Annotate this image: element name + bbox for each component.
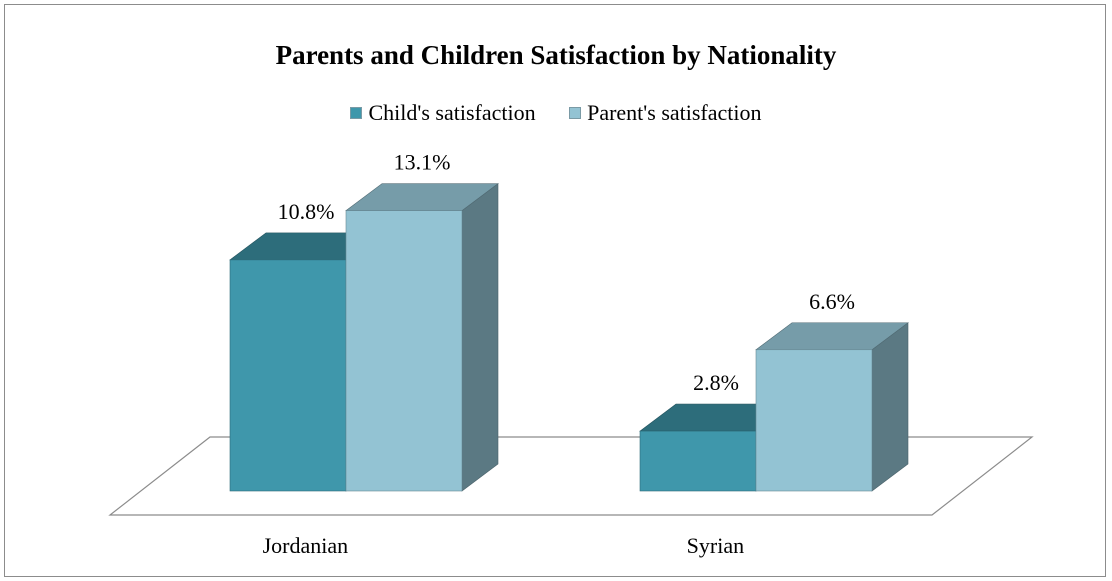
bar-syrian-child xyxy=(639,430,757,492)
bar-jordanian-parent xyxy=(345,210,463,492)
data-label-jordanian-parent: 13.1% xyxy=(394,150,451,175)
data-label-syrian-child: 2.8% xyxy=(693,370,739,395)
category-label-jordanian: Jordanian xyxy=(263,533,349,558)
legend-item-parent: Parent's satisfaction xyxy=(569,100,762,126)
chart-title: Parents and Children Satisfaction by Nat… xyxy=(275,40,837,70)
legend-swatch-child xyxy=(350,107,363,119)
legend-swatch-parent xyxy=(569,107,582,119)
bar-jordanian-parent-side xyxy=(461,183,499,492)
legend-label-parent: Parent's satisfaction xyxy=(587,100,762,125)
bar-syrian-parent-side xyxy=(871,322,909,492)
data-label-jordanian-child: 10.8% xyxy=(278,199,335,224)
legend-label-child: Child's satisfaction xyxy=(368,100,536,125)
chart-legend: Child's satisfaction Parent's satisfacti… xyxy=(0,99,1112,126)
category-label-syrian: Syrian xyxy=(687,533,744,558)
legend-item-child: Child's satisfaction xyxy=(350,100,536,126)
bar-jordanian-child xyxy=(229,259,347,492)
bar-syrian-parent xyxy=(755,349,873,492)
data-label-syrian-parent: 6.6% xyxy=(809,289,855,314)
